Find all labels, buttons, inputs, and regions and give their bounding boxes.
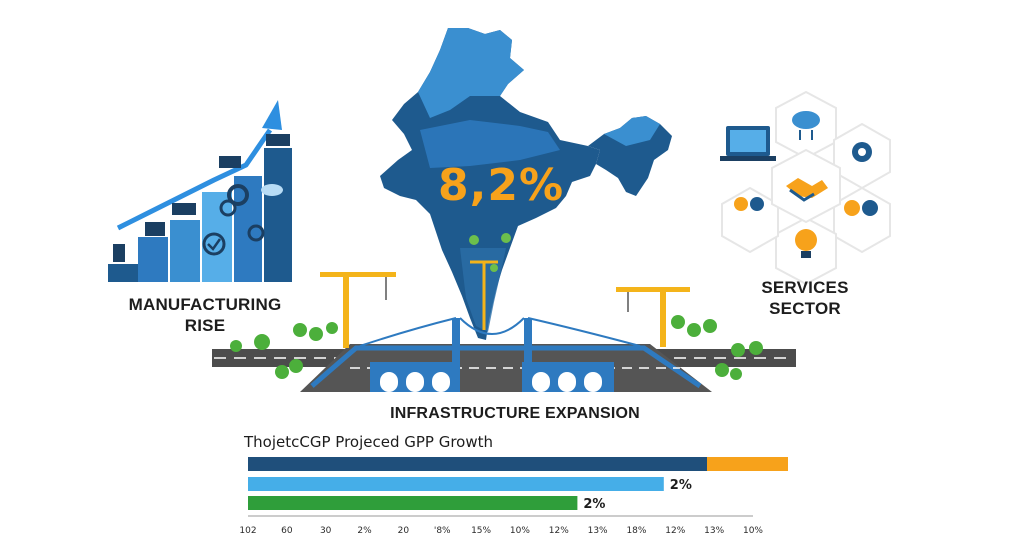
bridge-icon (300, 317, 712, 392)
x-tick-label: 10% (743, 526, 763, 536)
x-tick-label: 13% (704, 526, 724, 536)
growth-bar-chart: INDIA2%2%10260302%20'8%15%10%12%13%18%12… (239, 457, 788, 536)
services-label: SERVICES SECTOR (740, 277, 870, 319)
india-map (380, 28, 672, 340)
factory-icon (113, 156, 241, 262)
bar-3-label: 2% (583, 497, 605, 512)
cloud-icon (792, 111, 820, 140)
road-bridge-scene (212, 272, 796, 392)
cloud-icon (261, 184, 283, 196)
x-tick-label: 15% (471, 526, 491, 536)
x-tick-label: '8% (434, 526, 451, 536)
tree-icon (230, 315, 763, 380)
services-label-line1: SERVICES (761, 278, 849, 297)
bar-2-label: 2% (670, 478, 692, 493)
bar-1-segment-1 (248, 457, 707, 471)
x-tick-label: 2% (357, 526, 372, 536)
gear-icon (852, 142, 872, 162)
bar-2-segment-1 (248, 477, 664, 491)
x-tick-label: 12% (549, 526, 569, 536)
bar-3-segment-1 (248, 496, 578, 510)
manufacturing-label-line2: RISE (184, 316, 226, 335)
chart-title: ThojetcCGP Projeced GPP Growth (244, 433, 494, 451)
bar-1-segment-2 (707, 457, 788, 471)
crane-icon (320, 272, 690, 348)
services-network-icon (720, 90, 891, 286)
x-tick-label: 30 (320, 526, 332, 536)
infrastructure-label: INFRASTRUCTURE EXPANSION (390, 405, 640, 422)
x-tick-label: 10% (510, 526, 530, 536)
services-label-line2: SECTOR (769, 299, 841, 318)
gear-icon (202, 184, 249, 256)
gdp-headline-value: 8,2% (438, 160, 565, 211)
x-tick-label: 18% (626, 526, 646, 536)
tree-icon (469, 233, 511, 272)
x-tick-label: 13% (588, 526, 608, 536)
x-tick-label: 60 (281, 526, 293, 536)
handshake-icon (786, 178, 828, 202)
x-tick-label: 20 (398, 526, 410, 536)
manufacturing-label-line1: MANUFACTURING (128, 295, 282, 314)
manufacturing-bar-chart-icon (108, 100, 292, 282)
manufacturing-label: MANUFACTURING RISE (110, 294, 300, 336)
laptop-icon (720, 126, 776, 161)
lightbulb-icon (734, 197, 878, 258)
x-tick-label: 12% (665, 526, 685, 536)
x-tick-label: 102 (239, 526, 256, 536)
